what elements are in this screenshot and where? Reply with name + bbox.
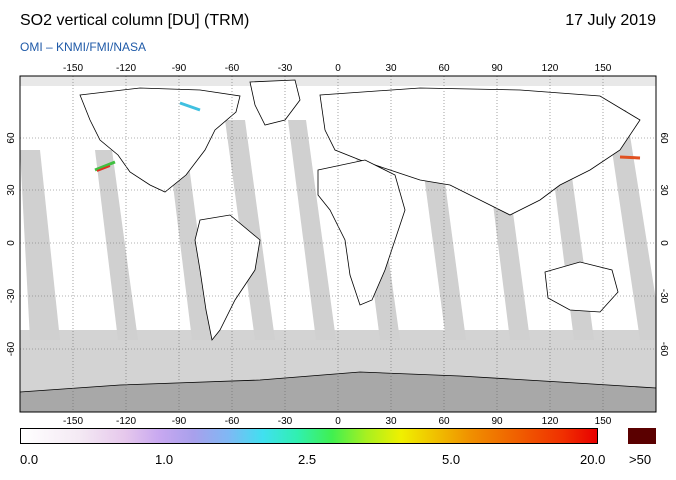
data-source-label: OMI – KNMI/FMI/NASA [20,40,147,54]
lat-tick-label: -30 [658,289,669,304]
lon-tick-label: -30 [278,63,293,74]
colorbar-label: 0.0 [20,452,39,467]
continents [19,79,657,413]
lon-tick-label: 60 [438,416,450,427]
lat-tick-label: -60 [6,341,17,356]
colorbar-label: 20.0 [580,452,606,467]
colorbar-label: 2.5 [298,452,317,467]
lon-tick-label: -150 [63,416,83,427]
lat-ticks-right: 60 30 0 -30 -60 [658,132,669,356]
swath-gap [606,110,656,340]
lat-tick-label: 0 [6,240,17,246]
map-border [19,75,657,413]
lon-tick-label: -90 [172,63,187,74]
lon-tick-label: 120 [542,63,559,74]
so2-signals [94,101,641,172]
so2-plume [619,155,641,160]
lat-tick-label: -30 [6,288,17,303]
so2-plume [94,160,116,172]
swath-gap [225,120,275,340]
lon-ticks-top: -150 -120 -90 -60 -30 0 30 60 90 120 150 [63,63,612,74]
colorbar-label: 1.0 [155,452,174,467]
greenland [249,79,301,126]
lon-tick-label: 0 [335,63,341,74]
lat-tick-label: 30 [6,184,17,196]
lon-tick-label: 120 [542,416,559,427]
lat-tick-label: 0 [658,240,669,246]
lon-tick-label: 150 [595,416,612,427]
south-america [194,214,261,341]
map-title: SO2 vertical column [DU] (TRM) [20,12,250,29]
north-america [79,87,241,193]
so2-plume [96,165,111,172]
lat-tick-label: 30 [658,184,669,196]
colorbar-label: 5.0 [442,452,461,467]
lon-tick-label: -30 [278,416,293,427]
colorbar [20,428,598,444]
lon-tick-label: -150 [63,63,83,74]
lon-ticks-bottom: -150 -120 -90 -60 -30 0 30 60 90 120 150 [63,416,612,427]
eurasia [319,87,641,216]
africa [317,159,406,306]
colorbar-overflow-label: >50 [629,452,652,467]
lon-tick-label: 30 [385,416,397,427]
lon-tick-label: 90 [491,416,503,427]
lon-tick-label: -120 [116,63,136,74]
lat-ticks-left: 60 30 0 -30 -60 [6,132,17,356]
colorbar-overflow-swatch [628,428,656,444]
so2-plume [179,101,201,112]
map-frame [19,75,657,413]
northern-edge-region [20,76,656,86]
swath-gap [20,150,60,340]
lon-tick-label: -60 [225,63,240,74]
swath-gap [95,150,138,340]
lon-tick-label: 30 [385,63,397,74]
lon-tick-label: -120 [116,416,136,427]
lat-tick-label: 60 [658,132,669,144]
lon-tick-label: -90 [172,416,187,427]
lon-tick-label: 60 [438,63,450,74]
australia [544,261,619,313]
lat-tick-label: 60 [6,132,17,144]
lon-tick-label: 150 [595,63,612,74]
lon-tick-label: 90 [491,63,503,74]
lat-tick-label: -60 [658,342,669,357]
date-label: 17 July 2019 [565,12,656,29]
lon-tick-label: 0 [335,416,341,427]
lon-tick-label: -60 [225,416,240,427]
swath-gap [288,120,336,340]
graticule [20,76,656,412]
